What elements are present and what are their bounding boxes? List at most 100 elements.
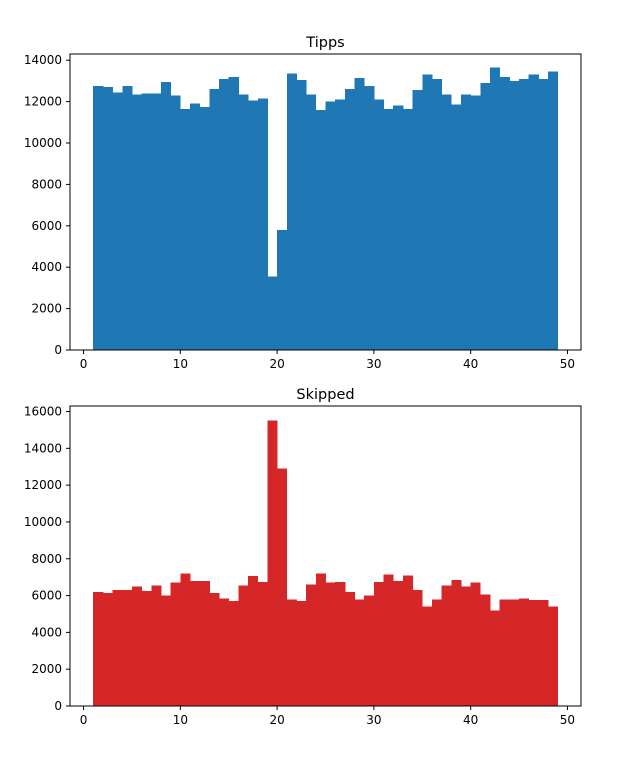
bar-skipped-26 xyxy=(335,581,346,706)
plot-tipps: 0 10 20 30 40 50 0 2000 4000 6000 8000 10000 12000 14… xyxy=(24,35,582,371)
bar-skipped-48 xyxy=(548,606,559,706)
y-tick-label-tipps-8000: 8000 xyxy=(31,177,62,191)
y-tick-label-tipps-6000: 6000 xyxy=(31,219,62,233)
bar-tipps-34 xyxy=(412,90,423,350)
bar-skipped-13 xyxy=(209,592,220,706)
bar-skipped-14 xyxy=(219,598,230,706)
bar-tipps-28 xyxy=(354,77,365,350)
bars-tipps xyxy=(93,67,559,351)
bar-tipps-39 xyxy=(460,94,472,350)
bar-skipped-33 xyxy=(402,575,414,706)
bar-skipped-18 xyxy=(257,581,268,706)
bar-skipped-3 xyxy=(112,590,123,706)
bar-skipped-12 xyxy=(199,580,210,706)
bar-skipped-47 xyxy=(538,600,549,706)
bar-skipped-10 xyxy=(180,573,191,706)
bar-tipps-42 xyxy=(490,67,501,351)
y-tick-label-tipps-10000: 10000 xyxy=(24,136,62,150)
plot-skipped: 0 10 20 30 40 50 0 2000 4000 6000 8000 10000 12000 14… xyxy=(24,387,582,727)
x-tick-label-skipped-40: 40 xyxy=(463,713,478,727)
bar-skipped-11 xyxy=(190,580,201,706)
bar-skipped-37 xyxy=(441,585,452,706)
y-tick-label-skipped-2000: 2000 xyxy=(31,662,62,676)
y-tick-label-tipps-2000: 2000 xyxy=(31,302,62,316)
bar-tipps-48 xyxy=(548,71,559,350)
bar-skipped-23 xyxy=(306,584,317,706)
bar-skipped-19 xyxy=(267,420,278,706)
bar-skipped-34 xyxy=(412,590,423,706)
bar-tipps-18 xyxy=(257,98,268,350)
bar-tipps-47 xyxy=(538,78,549,350)
bar-skipped-41 xyxy=(480,594,491,706)
y-tick-label-skipped-4000: 4000 xyxy=(31,625,62,639)
bar-tipps-15 xyxy=(228,76,239,351)
y-tick-label-skipped-0: 0 xyxy=(54,699,62,713)
bar-tipps-14 xyxy=(219,78,230,350)
bar-tipps-16 xyxy=(238,94,249,350)
bar-skipped-38 xyxy=(451,579,462,706)
x-tick-label-skipped-50: 50 xyxy=(560,713,575,727)
y-tick-label-skipped-12000: 12000 xyxy=(24,478,62,492)
bar-tipps-37 xyxy=(441,94,452,350)
y-tick-label-skipped-6000: 6000 xyxy=(31,589,62,603)
bar-tipps-8 xyxy=(160,81,172,350)
x-tick-label-skipped-0: 0 xyxy=(80,713,88,727)
bar-tipps-22 xyxy=(296,79,307,351)
x-tick-label-skipped-30: 30 xyxy=(366,713,381,727)
bar-tipps-41 xyxy=(480,82,491,351)
bar-tipps-19 xyxy=(267,276,278,350)
bar-skipped-8 xyxy=(160,595,172,706)
bar-skipped-7 xyxy=(151,585,162,706)
y-tick-label-skipped-10000: 10000 xyxy=(24,515,62,529)
y-tick-label-skipped-16000: 16000 xyxy=(24,405,62,419)
bar-tipps-31 xyxy=(383,108,394,350)
bar-tipps-40 xyxy=(470,95,481,351)
bar-tipps-1 xyxy=(93,86,104,350)
bar-skipped-36 xyxy=(431,599,443,706)
bar-skipped-22 xyxy=(296,601,307,706)
bar-tipps-27 xyxy=(344,89,355,350)
bar-tipps-6 xyxy=(141,93,152,350)
bar-tipps-45 xyxy=(519,78,530,350)
x-tick-label-tipps-20: 20 xyxy=(269,357,284,371)
x-tick-label-tipps-50: 50 xyxy=(560,357,575,371)
bar-skipped-5 xyxy=(131,586,143,706)
bar-skipped-44 xyxy=(509,599,520,706)
bar-tipps-25 xyxy=(325,101,336,350)
bar-skipped-43 xyxy=(499,599,510,706)
bars-skipped xyxy=(93,420,559,706)
bar-tipps-7 xyxy=(151,93,162,350)
bar-skipped-1 xyxy=(93,591,104,706)
bar-tipps-5 xyxy=(131,94,143,350)
x-tick-label-skipped-20: 20 xyxy=(269,713,284,727)
bar-tipps-21 xyxy=(286,73,297,350)
bar-tipps-9 xyxy=(170,95,181,351)
bar-tipps-29 xyxy=(364,86,375,350)
bar-tipps-46 xyxy=(528,74,539,350)
bar-tipps-38 xyxy=(451,104,462,350)
bar-tipps-20 xyxy=(277,229,288,350)
bar-tipps-10 xyxy=(180,108,191,350)
y-tick-label-tipps-12000: 12000 xyxy=(24,95,62,109)
bar-skipped-4 xyxy=(122,590,133,706)
bar-skipped-45 xyxy=(519,598,530,706)
axes-frame-skipped xyxy=(69,405,582,707)
bar-tipps-36 xyxy=(431,78,443,350)
bar-skipped-30 xyxy=(373,581,384,706)
bar-tipps-4 xyxy=(122,86,133,350)
bar-skipped-16 xyxy=(238,585,249,706)
chart-title-skipped: Skipped xyxy=(296,387,354,403)
x-tick-label-tipps-0: 0 xyxy=(80,357,88,371)
bar-skipped-25 xyxy=(325,582,336,706)
bar-skipped-39 xyxy=(460,586,472,706)
bar-tipps-3 xyxy=(112,92,123,351)
bar-tipps-35 xyxy=(422,74,433,350)
bar-tipps-33 xyxy=(402,108,414,350)
bar-skipped-6 xyxy=(141,590,152,706)
x-tick-label-skipped-10: 10 xyxy=(173,713,188,727)
bar-skipped-9 xyxy=(170,582,181,706)
bar-tipps-26 xyxy=(335,99,346,351)
bar-skipped-24 xyxy=(315,573,326,706)
